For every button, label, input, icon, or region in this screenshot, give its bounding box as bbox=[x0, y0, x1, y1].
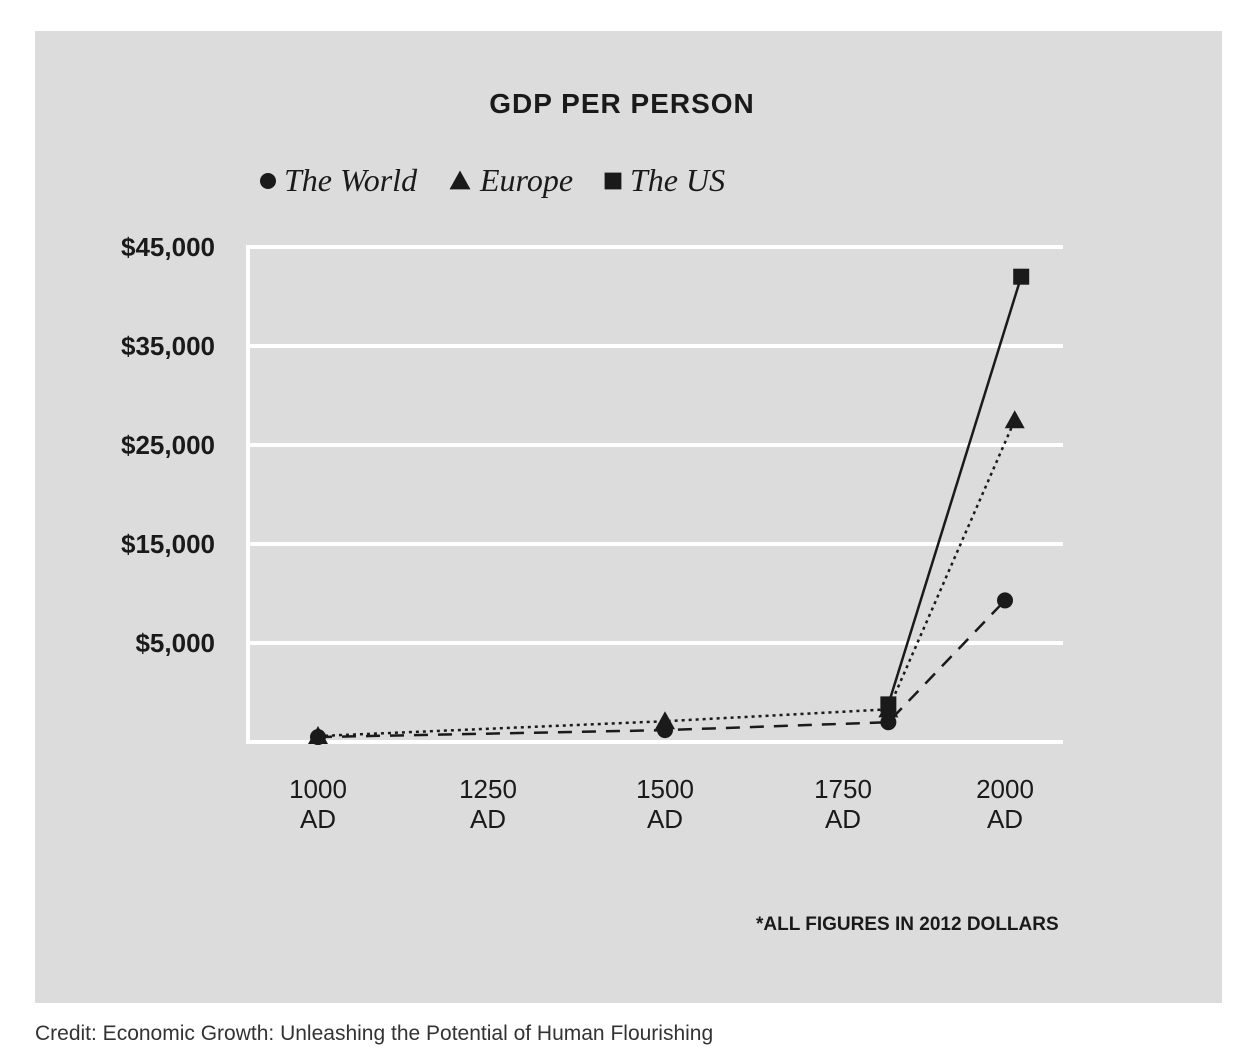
data-point-the-world bbox=[997, 592, 1013, 609]
x-tick-label: 2000 bbox=[976, 774, 1034, 804]
footnote: *ALL FIGURES IN 2012 DOLLARS bbox=[756, 914, 1059, 935]
x-tick-label-suffix: AD bbox=[987, 804, 1023, 834]
legend-square-icon bbox=[604, 172, 622, 190]
data-point-the-world bbox=[880, 714, 897, 731]
chart-svg: The World Europe The US $45,000 $35,000 $25,… bbox=[121, 162, 1063, 834]
series-line-the-us bbox=[887, 276, 1023, 705]
y-axis: $45,000 $35,000 $25,000 $15,000 $5,000 bbox=[121, 232, 215, 658]
y-tick-label: $45,000 bbox=[121, 232, 215, 262]
legend-triangle-icon bbox=[449, 170, 471, 190]
legend: The World Europe The US bbox=[260, 162, 725, 198]
series-line-the-world bbox=[317, 599, 1006, 739]
y-tick-label: $5,000 bbox=[135, 628, 215, 658]
x-tick-label-suffix: AD bbox=[825, 804, 861, 834]
x-tick-label: 1000 bbox=[289, 774, 347, 804]
grid bbox=[246, 245, 1063, 744]
series-lines bbox=[317, 276, 1023, 739]
chart-title: GDP PER PERSON bbox=[489, 88, 755, 119]
chart-panel bbox=[35, 31, 1222, 1003]
legend-label: The World bbox=[284, 162, 418, 198]
series-markers bbox=[308, 268, 1030, 746]
y-tick-label: $35,000 bbox=[121, 331, 215, 361]
legend-label: Europe bbox=[479, 162, 573, 198]
data-point-europe bbox=[308, 726, 328, 745]
y-tick-label: $15,000 bbox=[121, 529, 215, 559]
legend-circle-icon bbox=[260, 173, 276, 189]
x-tick-label-suffix: AD bbox=[470, 804, 506, 834]
x-tick-label: 1500 bbox=[636, 774, 694, 804]
x-tick-label: 1750 bbox=[814, 774, 872, 804]
series-line-europe bbox=[317, 419, 1016, 738]
x-tick-label-suffix: AD bbox=[300, 804, 336, 834]
x-tick-label: 1250 bbox=[459, 774, 517, 804]
y-tick-label: $25,000 bbox=[121, 430, 215, 460]
credit-caption: Credit: Economic Growth: Unleashing the … bbox=[35, 1022, 714, 1045]
legend-label: The US bbox=[630, 162, 725, 198]
data-point-europe bbox=[655, 711, 675, 730]
data-point-the-us bbox=[1013, 268, 1030, 285]
data-point-europe bbox=[1004, 410, 1025, 429]
data-point-the-us bbox=[880, 696, 897, 713]
x-tick-label-suffix: AD bbox=[647, 804, 683, 834]
